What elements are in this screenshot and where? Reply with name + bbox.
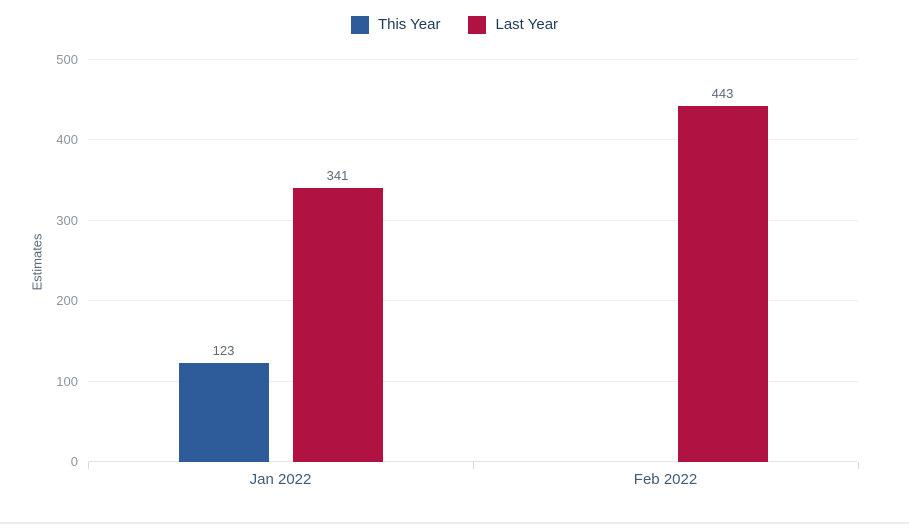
y-tick-label-200: 200 xyxy=(56,293,78,309)
bar-last-year-feb-2022[interactable] xyxy=(677,105,768,462)
y-tick-label-500: 500 xyxy=(56,52,78,67)
legend: This Year Last Year xyxy=(0,16,909,34)
gridline-200 xyxy=(88,300,858,302)
x-axis-tick xyxy=(88,462,89,469)
bar-this-year-jan-2022[interactable] xyxy=(178,363,269,462)
legend-item-last-year[interactable]: Last Year xyxy=(468,16,558,34)
bar-value-label: 443 xyxy=(711,85,734,101)
y-axis-labels: 0 100 200 300 400 500 xyxy=(30,52,78,469)
x-axis-tick xyxy=(473,462,474,469)
x-axis-label-jan-2022: Jan 2022 xyxy=(249,471,312,488)
plot-area: 123 341 443 xyxy=(88,59,859,469)
gridline-0 xyxy=(88,461,858,462)
bar-value-label: 341 xyxy=(326,167,349,183)
bar-last-year-jan-2022[interactable] xyxy=(292,187,383,462)
legend-swatch-last-year-icon xyxy=(468,16,487,34)
bar-value-label: 123 xyxy=(212,343,235,359)
y-tick-label-100: 100 xyxy=(56,373,78,389)
y-tick-label-300: 300 xyxy=(56,212,78,228)
gridline-100 xyxy=(88,380,858,382)
gridline-400 xyxy=(88,139,858,141)
x-axis-tick xyxy=(858,462,859,469)
y-tick-label-400: 400 xyxy=(56,132,78,148)
gridline-300 xyxy=(88,219,858,221)
legend-label-this-year: This Year xyxy=(377,16,441,33)
y-tick-label-0: 0 xyxy=(70,454,78,469)
x-axis-labels: Jan 2022 Feb 2022 xyxy=(88,471,858,491)
legend-item-this-year[interactable]: This Year xyxy=(350,16,441,34)
legend-label-last-year: Last Year xyxy=(495,16,559,33)
legend-swatch-this-year-icon xyxy=(350,16,369,34)
x-axis-label-feb-2022: Feb 2022 xyxy=(633,471,698,488)
bottom-divider xyxy=(0,522,909,524)
gridline-500 xyxy=(88,59,858,60)
